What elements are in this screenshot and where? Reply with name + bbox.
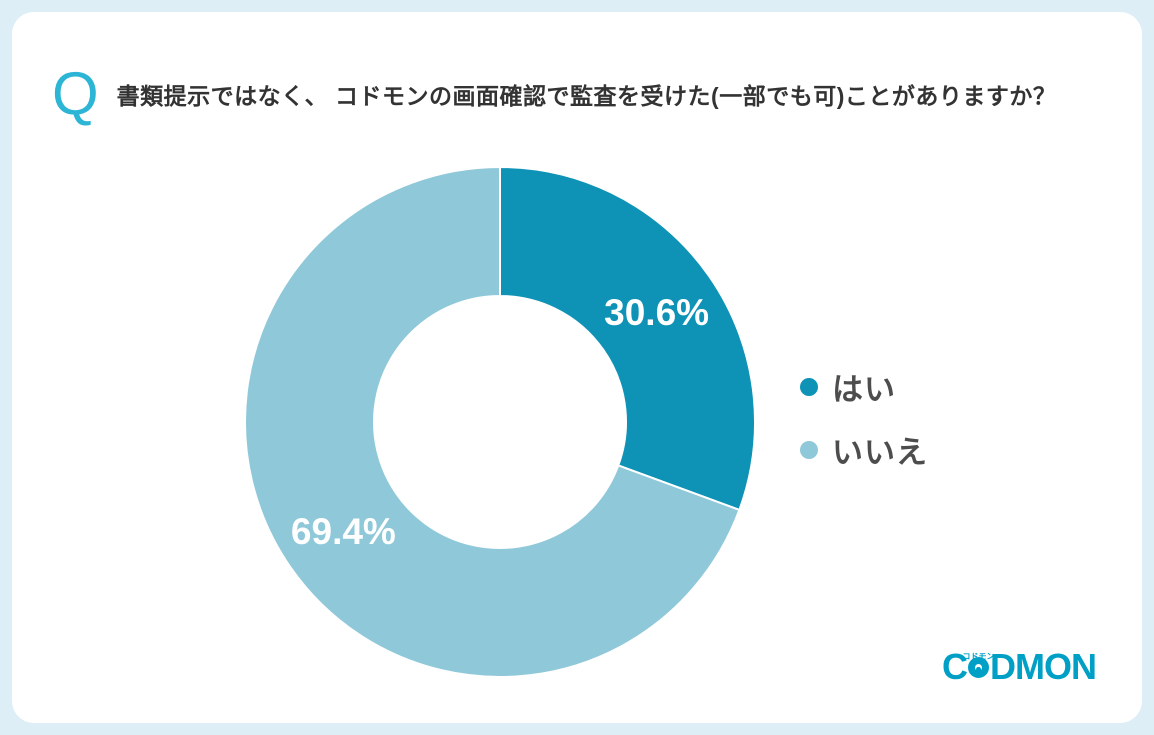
legend-dot-yes — [800, 377, 818, 396]
legend-label-no: いいえ — [832, 435, 928, 470]
legend-dot-no — [800, 440, 818, 459]
codmon-logo: C コドモン DMON — [942, 646, 1097, 687]
legend-item-yes: はい — [800, 364, 928, 409]
survey-result-card: Q 書類提示ではなく、 コドモンの画面確認で監査を受けた(一部でも可)ことがあり… — [12, 12, 1142, 723]
logo-katakana-text: コドモン — [962, 651, 995, 661]
codmon-face-icon: コドモン — [963, 652, 995, 678]
legend-item-no: いいえ — [800, 427, 928, 472]
slice-percent-label-1: 69.4% — [291, 511, 396, 552]
question-header: Q 書類提示ではなく、 コドモンの画面確認で監査を受けた(一部でも可)ことがあり… — [52, 64, 1112, 124]
q-icon: Q — [52, 60, 99, 127]
slice-percent-label-0: 30.6% — [604, 292, 709, 333]
legend-label-yes: はい — [832, 372, 896, 407]
donut-chart: 30.6% 69.4% — [244, 165, 756, 678]
chart-legend: はい いいえ — [800, 364, 928, 472]
donut-slice-0 — [499, 165, 756, 512]
logo-text-dmon: DMON — [990, 646, 1097, 687]
question-text: 書類提示ではなく、 コドモンの画面確認で監査を受けた(一部でも可)ことがあります… — [116, 83, 1057, 109]
logo-text-c: C — [942, 646, 968, 687]
face-eye-right-icon — [976, 666, 980, 672]
donut-slice-1 — [244, 165, 741, 678]
